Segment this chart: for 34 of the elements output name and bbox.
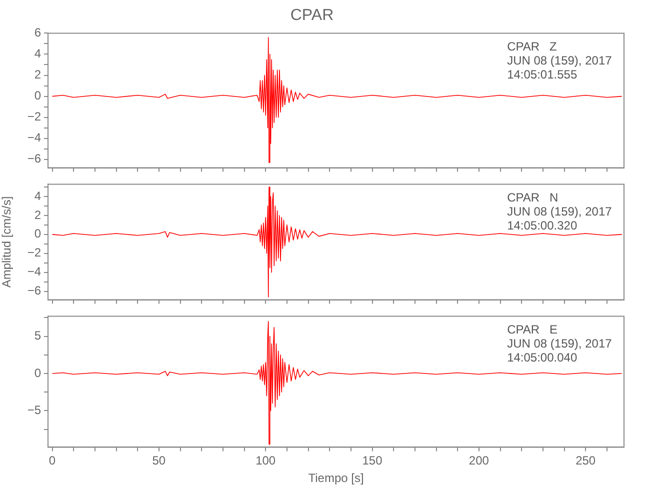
y-tick-label: −6 bbox=[27, 152, 42, 166]
y-tick-label: −5 bbox=[27, 403, 42, 418]
annotation: 14:05:00.320 bbox=[507, 218, 578, 233]
y-tick-label: −4 bbox=[27, 264, 42, 279]
y-axis-title: Amplitud [cm/s/s] bbox=[0, 196, 14, 288]
annotation: CPAR N bbox=[507, 190, 558, 205]
y-tick-label: 5 bbox=[34, 328, 42, 343]
annotation: CPAR E bbox=[507, 322, 558, 337]
y-tick-label: 2 bbox=[34, 208, 42, 222]
annotation: JUN 08 (159), 2017 bbox=[507, 54, 612, 68]
x-tick-label: 50 bbox=[152, 454, 166, 468]
x-tick-label: 100 bbox=[256, 454, 276, 468]
y-tick-label: 0 bbox=[34, 366, 42, 380]
y-tick-label: −2 bbox=[27, 110, 42, 124]
annotation: 14:05:00.040 bbox=[507, 350, 578, 365]
annotation: CPAR Z bbox=[507, 40, 557, 54]
annotation: JUN 08 (159), 2017 bbox=[507, 204, 612, 219]
y-tick-label: −2 bbox=[27, 246, 42, 260]
y-tick-label: 6 bbox=[34, 26, 42, 40]
x-tick-label: 150 bbox=[362, 454, 383, 468]
x-axis-title: Tiempo [s] bbox=[308, 471, 364, 486]
y-tick-label: 0 bbox=[34, 226, 42, 241]
y-tick-label: 0 bbox=[34, 88, 42, 103]
y-tick-label: 4 bbox=[34, 188, 42, 203]
y-tick-label: 2 bbox=[34, 68, 42, 82]
y-tick-label: −6 bbox=[27, 284, 42, 298]
annotation: 14:05:01.555 bbox=[507, 68, 578, 82]
y-tick-label: 4 bbox=[34, 46, 42, 61]
y-tick-label: −4 bbox=[27, 130, 42, 145]
x-tick-label: 200 bbox=[468, 454, 490, 468]
x-tick-label: 0 bbox=[48, 454, 56, 468]
x-tick-label: 250 bbox=[576, 454, 596, 468]
annotation: JUN 08 (159), 2017 bbox=[507, 336, 612, 351]
chart-title: CPAR bbox=[290, 7, 334, 24]
